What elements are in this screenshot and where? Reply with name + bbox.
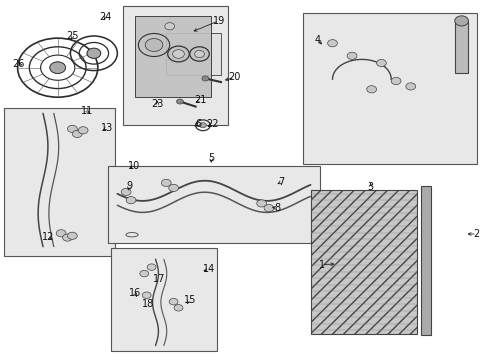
Bar [454,21,468,73]
Bar [107,166,320,243]
Text: 20: 20 [228,72,241,82]
Text: 4: 4 [314,35,320,45]
Text: 5: 5 [208,153,214,163]
Text: 7: 7 [278,177,284,187]
Text: 18: 18 [141,299,154,309]
Text: 17: 17 [152,274,165,284]
Circle shape [405,83,415,90]
Text: 6: 6 [195,119,201,129]
Circle shape [199,123,206,128]
Circle shape [50,62,65,73]
Text: 21: 21 [194,95,206,105]
Circle shape [72,130,82,138]
Text: 26: 26 [12,59,25,69]
Circle shape [176,99,183,104]
Circle shape [174,305,183,311]
Text: 19: 19 [212,16,224,26]
Circle shape [62,234,72,241]
Text: 1: 1 [318,260,324,270]
Circle shape [78,127,88,134]
Circle shape [164,23,174,30]
Bar [135,16,211,97]
Text: 14: 14 [203,264,215,274]
Text: 24: 24 [99,12,111,22]
Circle shape [168,184,178,192]
Circle shape [161,179,171,186]
Bar [166,33,221,75]
Text: 9: 9 [126,181,132,192]
Circle shape [256,200,266,207]
Circle shape [327,40,337,47]
Circle shape [366,86,376,93]
Bar [111,248,216,351]
Text: 11: 11 [81,106,93,116]
Text: 22: 22 [206,119,219,129]
Circle shape [67,232,77,239]
Text: 15: 15 [183,294,196,305]
Circle shape [194,50,204,58]
Text: 13: 13 [100,123,113,133]
Text: 10: 10 [127,161,140,171]
Text: 2: 2 [473,229,479,239]
Circle shape [142,292,151,298]
Circle shape [145,39,163,51]
Text: 3: 3 [367,182,373,192]
Circle shape [87,48,101,58]
Bar [4,108,115,256]
Text: 23: 23 [151,99,163,109]
Circle shape [390,77,400,85]
Circle shape [121,188,131,195]
Bar [123,6,228,125]
Circle shape [346,52,356,59]
Circle shape [147,264,156,270]
Circle shape [140,270,148,277]
Circle shape [454,16,468,26]
Text: 16: 16 [128,288,141,298]
Text: 25: 25 [66,31,79,41]
Circle shape [126,197,136,204]
Circle shape [56,230,66,237]
Text: 12: 12 [41,232,54,242]
Bar [310,190,416,334]
Bar [303,13,476,164]
Circle shape [172,50,184,58]
Circle shape [67,125,77,132]
Circle shape [202,76,208,81]
Circle shape [169,298,178,305]
Bar [420,186,430,335]
Circle shape [264,204,273,212]
Text: 8: 8 [274,203,280,213]
Circle shape [376,59,386,67]
